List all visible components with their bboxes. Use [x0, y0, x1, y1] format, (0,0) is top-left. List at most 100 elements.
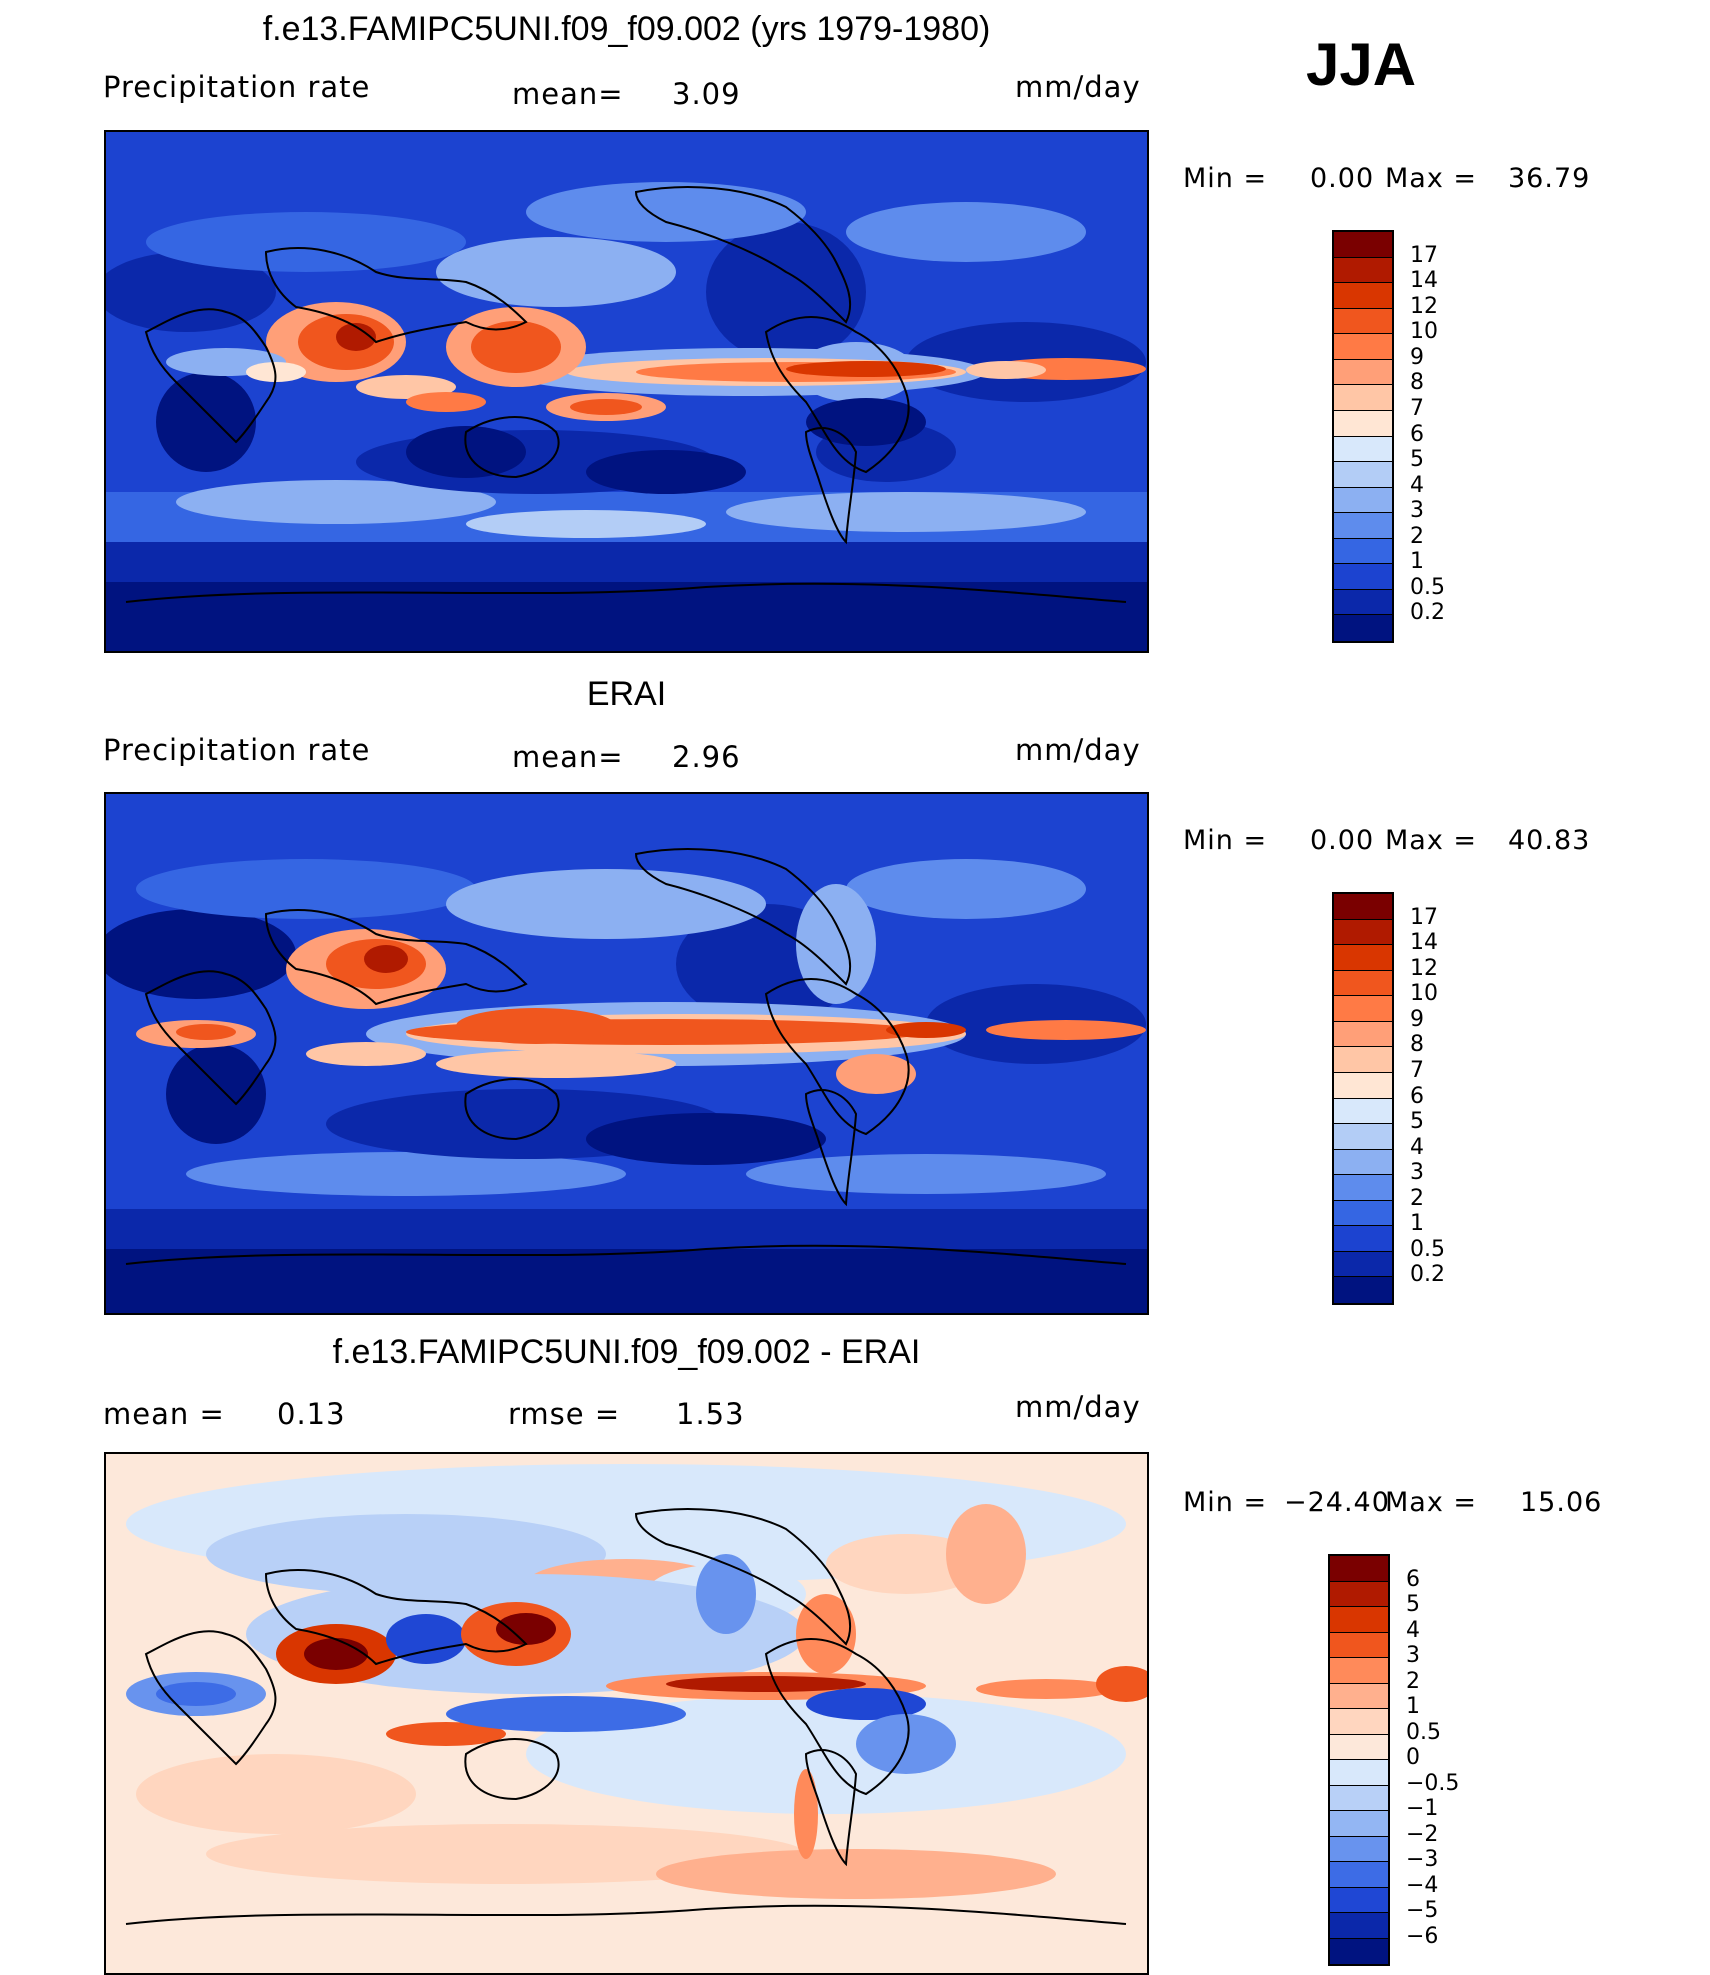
colorbar-tick-label: 2: [1406, 1668, 1420, 1694]
colorbar-swatch: [1330, 1556, 1388, 1582]
colorbar-swatch: [1330, 1811, 1388, 1837]
colorbar-swatch: [1334, 538, 1392, 565]
model-max-value: 36.79: [1508, 163, 1591, 194]
colorbar-tick-label: −1: [1406, 1796, 1439, 1821]
colorbar-tick-label: 9: [1410, 344, 1424, 370]
colorbar-swatch: [1330, 1862, 1388, 1888]
colorbar-tick-label: 0.5: [1410, 1236, 1445, 1262]
obs-max-label: Max =: [1385, 825, 1478, 856]
colorbar-tick-label: 2: [1410, 1185, 1424, 1211]
model-variable-label: Precipitation rate: [103, 70, 371, 104]
colorbar-tick-label: 0.5: [1406, 1719, 1441, 1745]
colorbar-tick-label: 5: [1410, 447, 1424, 473]
colorbar-tick-label: 12: [1410, 955, 1438, 981]
colorbar-swatch: [1330, 1581, 1388, 1607]
colorbar-swatch: [1334, 1072, 1392, 1099]
colorbar-swatch: [1334, 1047, 1392, 1073]
diff-rmse-label: rmse =: [508, 1397, 621, 1431]
model-colorbar: [1332, 230, 1394, 643]
colorbar-tick-label: 5: [1410, 1109, 1424, 1135]
colorbar-tick-label: 10: [1410, 981, 1438, 1007]
colorbar-swatch: [1334, 919, 1392, 946]
obs-min-label: Min =: [1183, 825, 1268, 856]
colorbar-tick-label: 10: [1410, 319, 1438, 345]
obs-mean-value: 2.96: [672, 740, 741, 774]
model-min-label: Min =: [1183, 163, 1268, 194]
diff-colorbar: [1328, 1554, 1390, 1966]
model-mean-value: 3.09: [672, 77, 741, 111]
colorbar-swatch: [1334, 1124, 1392, 1150]
colorbar-swatch: [1334, 1175, 1392, 1201]
model-mean-label: mean=: [512, 77, 624, 111]
colorbar-tick-label: −4: [1406, 1872, 1439, 1898]
colorbar-swatch: [1334, 615, 1392, 641]
colorbar-tick-label: 0.2: [1410, 600, 1445, 626]
colorbar-swatch: [1334, 564, 1392, 590]
colorbar-swatch: [1334, 308, 1392, 335]
colorbar-swatch: [1330, 1734, 1388, 1760]
season-label: JJA: [1306, 31, 1417, 98]
colorbar-tick-label: 17: [1410, 242, 1438, 268]
colorbar-swatch: [1334, 1226, 1392, 1252]
colorbar-tick-label: 14: [1410, 268, 1438, 294]
model-precip-map: [104, 130, 1149, 653]
diff-mean-label: mean =: [103, 1397, 225, 1431]
diff-rmse-value: 1.53: [676, 1397, 745, 1431]
colorbar-tick-label: 2: [1410, 523, 1424, 549]
colorbar-swatch: [1330, 1913, 1388, 1939]
colorbar-tick-label: 12: [1410, 293, 1438, 319]
colorbar-swatch: [1334, 894, 1392, 920]
obs-max-value: 40.83: [1508, 825, 1591, 856]
colorbar-tick-label: −6: [1406, 1923, 1439, 1949]
colorbar-swatch: [1330, 1607, 1388, 1633]
obs-precip-map: [104, 792, 1149, 1315]
diff-max-value: 15.06: [1520, 1487, 1603, 1518]
colorbar-swatch: [1334, 359, 1392, 386]
colorbar-tick-label: −5: [1406, 1898, 1439, 1923]
obs-min-value: 0.00: [1310, 825, 1375, 856]
colorbar-tick-label: 7: [1410, 1057, 1424, 1083]
colorbar-swatch: [1334, 1277, 1392, 1303]
obs-panel-title: ERAI: [586, 675, 667, 713]
colorbar-swatch: [1334, 232, 1392, 258]
colorbar-swatch: [1334, 1251, 1392, 1278]
colorbar-tick-label: 6: [1410, 421, 1424, 447]
colorbar-swatch: [1334, 945, 1392, 971]
colorbar-tick-label: 6: [1406, 1566, 1420, 1592]
colorbar-swatch: [1334, 410, 1392, 437]
colorbar-swatch: [1334, 334, 1392, 360]
colorbar-swatch: [1330, 1683, 1388, 1709]
colorbar-swatch: [1334, 436, 1392, 463]
colorbar-tick-label: 7: [1410, 395, 1424, 421]
colorbar-tick-label: 3: [1410, 498, 1424, 524]
colorbar-swatch: [1330, 1938, 1388, 1964]
colorbar-tick-label: 17: [1410, 904, 1438, 930]
colorbar-swatch: [1334, 513, 1392, 539]
colorbar-swatch: [1330, 1709, 1388, 1735]
colorbar-tick-label: −3: [1406, 1847, 1439, 1872]
colorbar-tick-label: 14: [1410, 930, 1438, 956]
colorbar-swatch: [1334, 385, 1392, 411]
colorbar-swatch: [1334, 1149, 1392, 1176]
diff-units: mm/day: [1015, 1390, 1141, 1424]
colorbar-swatch: [1334, 487, 1392, 514]
colorbar-swatch: [1330, 1632, 1388, 1658]
colorbar-tick-label: 8: [1410, 1032, 1424, 1058]
colorbar-swatch: [1334, 1200, 1392, 1227]
diff-min-value: −24.40: [1284, 1487, 1390, 1518]
colorbar-swatch: [1334, 283, 1392, 309]
diff-precip-map: [104, 1452, 1149, 1975]
colorbar-tick-label: 4: [1406, 1617, 1420, 1643]
colorbar-swatch: [1334, 257, 1392, 284]
colorbar-tick-label: 1: [1410, 1211, 1424, 1237]
obs-mean-label: mean=: [512, 740, 624, 774]
model-max-label: Max =: [1385, 163, 1478, 194]
obs-variable-label: Precipitation rate: [103, 733, 371, 767]
colorbar-swatch: [1334, 589, 1392, 616]
colorbar-swatch: [1334, 970, 1392, 997]
diff-mean-value: 0.13: [277, 1397, 346, 1431]
colorbar-tick-label: 3: [1410, 1160, 1424, 1186]
colorbar-swatch: [1334, 1021, 1392, 1048]
colorbar-swatch: [1330, 1836, 1388, 1862]
diff-max-label: Max =: [1385, 1487, 1478, 1518]
